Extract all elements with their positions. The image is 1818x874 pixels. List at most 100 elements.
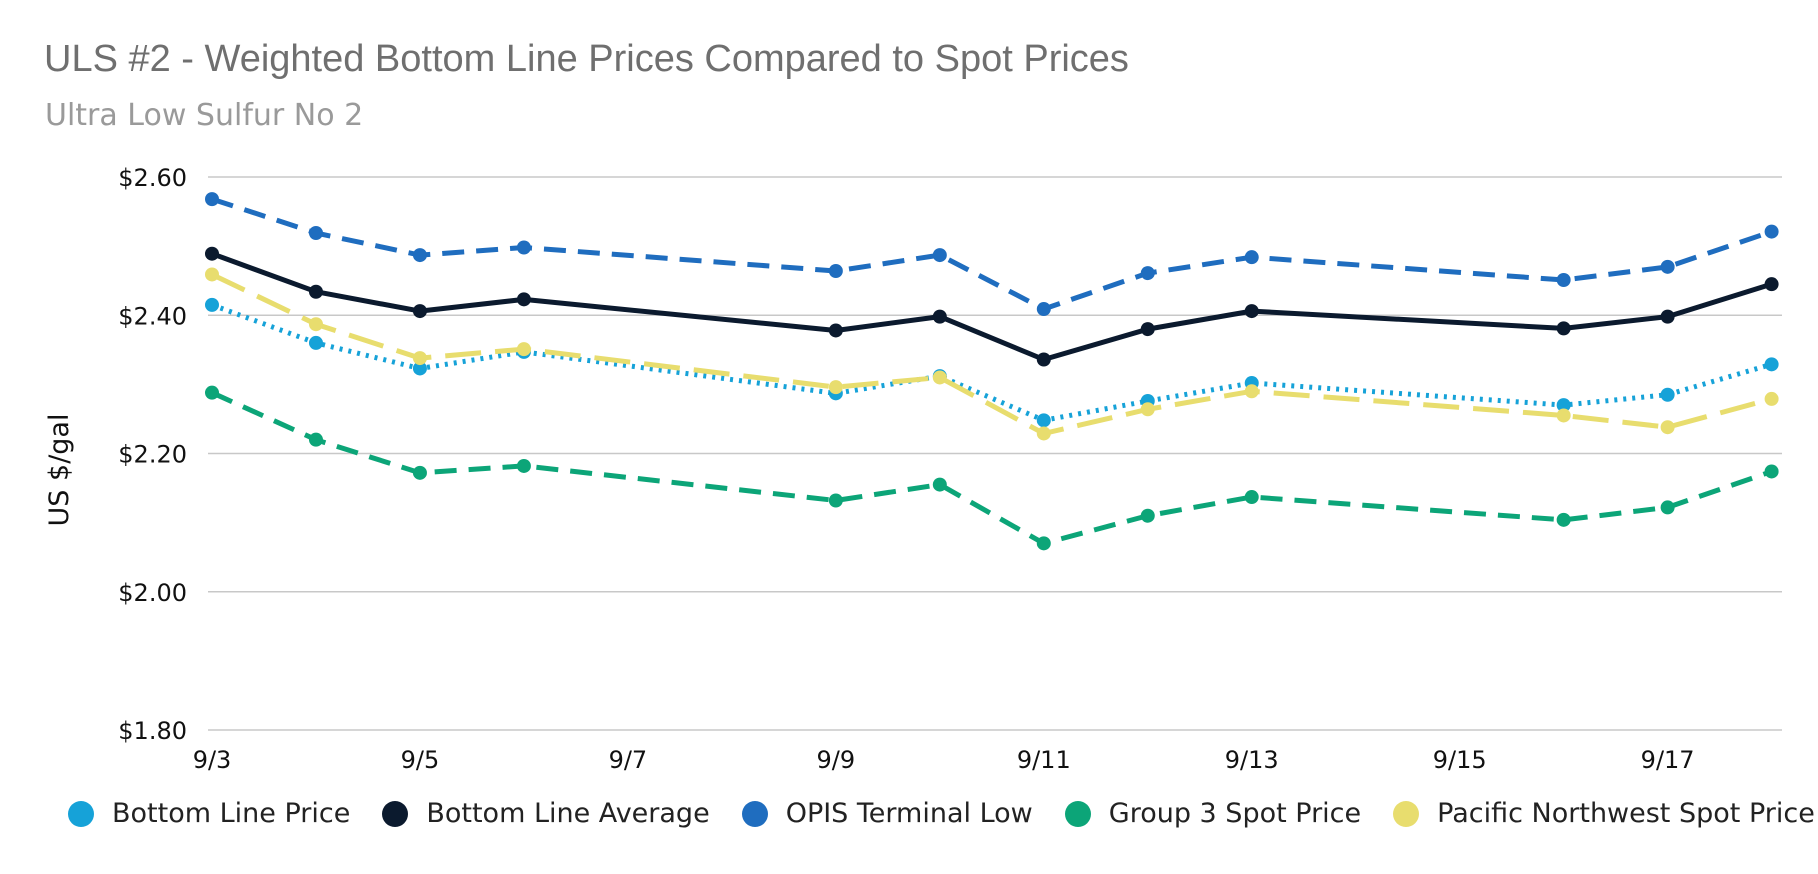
data-point: [308, 284, 323, 299]
data-point: [1660, 309, 1675, 324]
data-point: [1556, 321, 1571, 336]
y-tick-label: $1.80: [118, 717, 187, 745]
grid-lines: [208, 176, 1782, 731]
series-bottom-line-average: [205, 246, 1779, 367]
data-point: [1556, 408, 1571, 423]
data-point: [1036, 536, 1051, 551]
x-tick-label: 9/9: [817, 746, 856, 774]
x-tick-label: 9/7: [609, 746, 648, 774]
y-tick-label: $2.20: [118, 441, 187, 469]
legend-item: OPIS Terminal Low: [741, 798, 1033, 829]
data-point: [1140, 266, 1155, 281]
x-tick-label: 9/13: [1225, 746, 1279, 774]
data-point: [932, 309, 947, 324]
data-point: [1660, 420, 1675, 435]
x-tick-label: 9/17: [1641, 746, 1695, 774]
y-tick-label: $2.00: [118, 579, 187, 607]
x-tick-label: 9/11: [1017, 746, 1071, 774]
series-line: [210, 272, 1773, 436]
legend-label: Group 3 Spot Price: [1108, 798, 1362, 829]
legend-label: Bottom Line Average: [426, 798, 710, 829]
data-point: [516, 240, 531, 255]
data-point: [828, 323, 843, 338]
data-point: [308, 317, 323, 332]
series-line: [210, 390, 1773, 546]
legend-item: Bottom Line Price: [68, 798, 350, 829]
x-tick-label: 9/3: [193, 746, 232, 774]
data-point: [1764, 391, 1779, 406]
data-point: [1660, 387, 1675, 402]
data-point: [1660, 259, 1675, 274]
series-lines: [205, 192, 1779, 551]
data-point: [1036, 426, 1051, 441]
data-point: [1244, 250, 1259, 265]
data-point: [1764, 357, 1779, 372]
chart-title: ULS #2 - Weighted Bottom Line Prices Com…: [44, 38, 1129, 80]
legend-item: Pacific Northwest Spot Price: [1393, 798, 1815, 829]
y-axis-label: US $/gal: [44, 414, 75, 527]
data-point: [1036, 352, 1051, 367]
y-tick-label: $2.40: [118, 302, 187, 330]
data-point: [1764, 464, 1779, 479]
chart-subtitle: Ultra Low Sulfur No 2: [45, 98, 364, 133]
legend-marker: [1393, 800, 1420, 827]
data-point: [1556, 398, 1571, 413]
series-pacific-northwest-spot-price: [205, 267, 1779, 441]
data-point: [412, 465, 427, 480]
data-point: [1140, 402, 1155, 417]
legend-label: OPIS Terminal Low: [785, 798, 1033, 829]
data-point: [1140, 322, 1155, 337]
data-point: [932, 370, 947, 385]
data-point: [308, 335, 323, 350]
data-point: [828, 264, 843, 279]
data-point: [932, 477, 947, 492]
series-line: [211, 196, 1773, 312]
data-point: [1036, 302, 1051, 317]
data-point: [828, 380, 843, 395]
x-tick-label: 9/15: [1433, 746, 1487, 774]
legend-marker: [382, 800, 409, 827]
data-point: [308, 225, 323, 240]
data-point: [412, 361, 427, 376]
data-point: [308, 432, 323, 447]
data-point: [205, 297, 219, 312]
x-tick-labels: 9/3 9/5 9/7 9/9 9/11 9/13 9/15 9/17: [193, 746, 1695, 774]
data-point: [516, 342, 531, 357]
data-point: [1036, 413, 1051, 428]
data-point: [412, 351, 427, 366]
chart-legend: Bottom Line Price Bottom Line Average OPIS…: [68, 798, 1818, 829]
data-point: [828, 493, 843, 508]
data-point: [205, 192, 219, 207]
series-group-3-spot-price: [205, 385, 1779, 551]
data-point: [932, 248, 947, 263]
x-tick-label: 9/5: [401, 746, 440, 774]
series-opis-terminal-low: [205, 192, 1779, 317]
data-point: [1660, 500, 1675, 515]
data-point: [205, 267, 219, 282]
data-point: [205, 246, 219, 261]
data-point: [1556, 272, 1571, 287]
y-tick-label: $2.60: [118, 164, 187, 192]
data-point: [205, 385, 219, 400]
data-point: [1140, 508, 1155, 523]
series-line: [211, 251, 1773, 362]
legend-label: Pacific Northwest Spot Price: [1437, 798, 1815, 829]
data-point: [412, 248, 427, 263]
legend-label: Bottom Line Price: [112, 798, 351, 829]
data-point: [1244, 490, 1259, 505]
legend-marker: [741, 800, 768, 827]
data-point: [1244, 384, 1259, 399]
data-point: [516, 292, 531, 307]
legend-item: Group 3 Spot Price: [1064, 798, 1362, 829]
legend-marker: [68, 800, 94, 827]
data-point: [1556, 512, 1571, 527]
data-point: [1764, 277, 1779, 292]
series-line: [211, 302, 1773, 423]
legend-marker: [1064, 800, 1091, 827]
y-tick-labels: $1.80 $2.00 $2.20 $2.40 $2.60: [118, 164, 187, 745]
legend-item: Bottom Line Average: [382, 798, 710, 829]
data-point: [412, 304, 427, 319]
data-point: [1244, 304, 1259, 319]
data-point: [516, 458, 531, 473]
